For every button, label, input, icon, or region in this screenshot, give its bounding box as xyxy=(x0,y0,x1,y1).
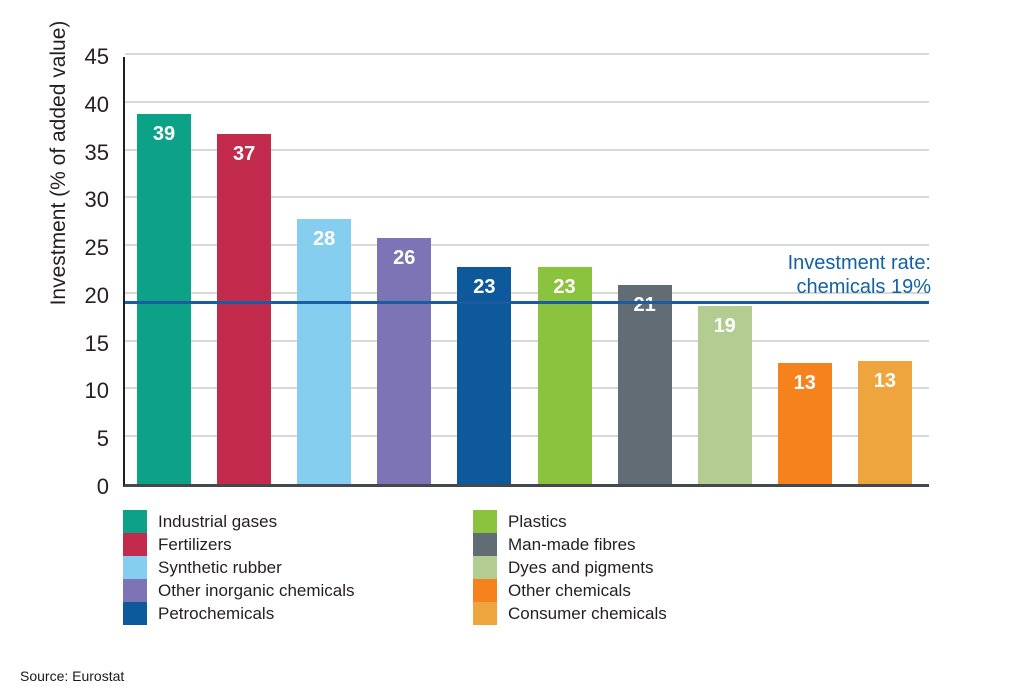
bar-other-inorganic-chemicals: 26 xyxy=(377,238,432,484)
y-tick-label-15: 15 xyxy=(84,330,109,356)
legend-swatch-synthetic-rubber xyxy=(123,556,147,579)
legend-swatch-industrial-gases xyxy=(123,510,147,533)
y-tick-label-25: 25 xyxy=(84,235,109,261)
legend-column-2: Plastics Man-made fibres Dyes and pigments… xyxy=(473,510,667,625)
legend-item-man-made-fibres: Man-made fibres xyxy=(473,533,667,556)
legend-label: Fertilizers xyxy=(158,534,232,554)
plot-area: 0 5 10 15 20 25 30 35 40 45 39 37 28 26 23 23 21 19 13 13 xyxy=(85,44,929,499)
legend-swatch-fertilizers xyxy=(123,533,147,556)
legend: Industrial gases Fertilizers Synthetic rub… xyxy=(123,510,667,625)
legend-label: Man-made fibres xyxy=(508,534,636,554)
legend-label: Consumer chemicals xyxy=(508,603,667,623)
y-tick-label-30: 30 xyxy=(84,187,109,213)
legend-item-fertilizers: Fertilizers xyxy=(123,533,473,556)
bar-value-label: 23 xyxy=(473,276,496,299)
legend-item-synthetic-rubber: Synthetic rubber xyxy=(123,556,473,579)
gridline-30 xyxy=(125,196,929,199)
gridline-10 xyxy=(125,387,929,390)
legend-item-petrochemicals: Petrochemicals xyxy=(123,602,473,625)
bar-fertilizers: 37 xyxy=(217,134,272,484)
legend-label: Industrial gases xyxy=(158,511,278,531)
legend-label: Plastics xyxy=(508,511,567,531)
legend-swatch-man-made-fibres xyxy=(473,533,497,556)
legend-label: Other chemicals xyxy=(508,580,631,600)
bar-value-label: 13 xyxy=(793,371,816,394)
y-tick-label-0: 0 xyxy=(96,474,109,499)
y-tick-label-10: 10 xyxy=(84,378,109,404)
legend-swatch-other-chemicals xyxy=(473,579,497,602)
y-tick-label-35: 35 xyxy=(84,139,109,165)
legend-item-dyes-and-pigments: Dyes and pigments xyxy=(473,556,667,579)
bar-value-label: 21 xyxy=(633,294,656,317)
legend-swatch-consumer-chemicals xyxy=(473,602,497,625)
bar-dyes-and-pigments: 19 xyxy=(697,306,752,484)
bar-man-made-fibres: 21 xyxy=(617,285,672,484)
legend-label: Synthetic rubber xyxy=(158,557,282,577)
legend-label: Dyes and pigments xyxy=(508,557,654,577)
bar-petrochemicals: 23 xyxy=(457,267,512,484)
legend-swatch-other-inorganic-chemicals xyxy=(123,579,147,602)
legend-swatch-dyes-and-pigments xyxy=(473,556,497,579)
gridline-20 xyxy=(125,291,929,294)
legend-item-industrial-gases: Industrial gases xyxy=(123,510,473,533)
bar-value-label: 39 xyxy=(152,123,176,146)
legend-label: Petrochemicals xyxy=(158,603,275,623)
y-tick-label-40: 40 xyxy=(84,91,109,117)
bar-value-label: 37 xyxy=(232,143,256,166)
bar-value-label: 13 xyxy=(873,369,897,392)
annotation-line1: Investment rate: xyxy=(787,252,931,274)
annotation-line2: chemicals 19% xyxy=(796,276,931,298)
bar-plastics: 23 xyxy=(537,267,592,484)
legend-item-other-inorganic-chemicals: Other inorganic chemicals xyxy=(123,579,473,602)
source-note: Source: Eurostat xyxy=(20,668,125,684)
reference-line xyxy=(125,300,929,304)
legend-label: Other inorganic chemicals xyxy=(158,580,355,600)
legend-item-other-chemicals: Other chemicals xyxy=(473,579,667,602)
bar-synthetic-rubber: 28 xyxy=(297,219,352,484)
legend-item-plastics: Plastics xyxy=(473,510,667,533)
gridline-25 xyxy=(125,244,929,247)
y-tick-label-5: 5 xyxy=(96,426,109,452)
bar-other-chemicals: 13 xyxy=(777,362,832,484)
bar-industrial-gases: 39 xyxy=(137,114,191,484)
bar-value-label: 28 xyxy=(313,228,336,251)
gridline-35 xyxy=(125,148,929,151)
gridline-40 xyxy=(125,100,929,103)
legend-item-consumer-chemicals: Consumer chemicals xyxy=(473,602,667,625)
gridline-45 xyxy=(125,53,929,55)
bar-consumer-chemicals: 13 xyxy=(857,360,912,484)
y-tick-label-45: 45 xyxy=(84,44,109,69)
gridline-15 xyxy=(125,339,929,342)
bar-value-label: 19 xyxy=(713,315,736,338)
y-tick-label-20: 20 xyxy=(84,282,109,308)
legend-swatch-petrochemicals xyxy=(123,602,147,625)
reference-line-annotation: Investment rate: chemicals 19% xyxy=(788,251,931,299)
bar-value-label: 26 xyxy=(393,247,416,270)
bar-value-label: 23 xyxy=(553,276,576,299)
legend-swatch-plastics xyxy=(473,510,497,533)
gridline-5 xyxy=(125,435,929,438)
legend-column-1: Industrial gases Fertilizers Synthetic rub… xyxy=(123,510,473,625)
